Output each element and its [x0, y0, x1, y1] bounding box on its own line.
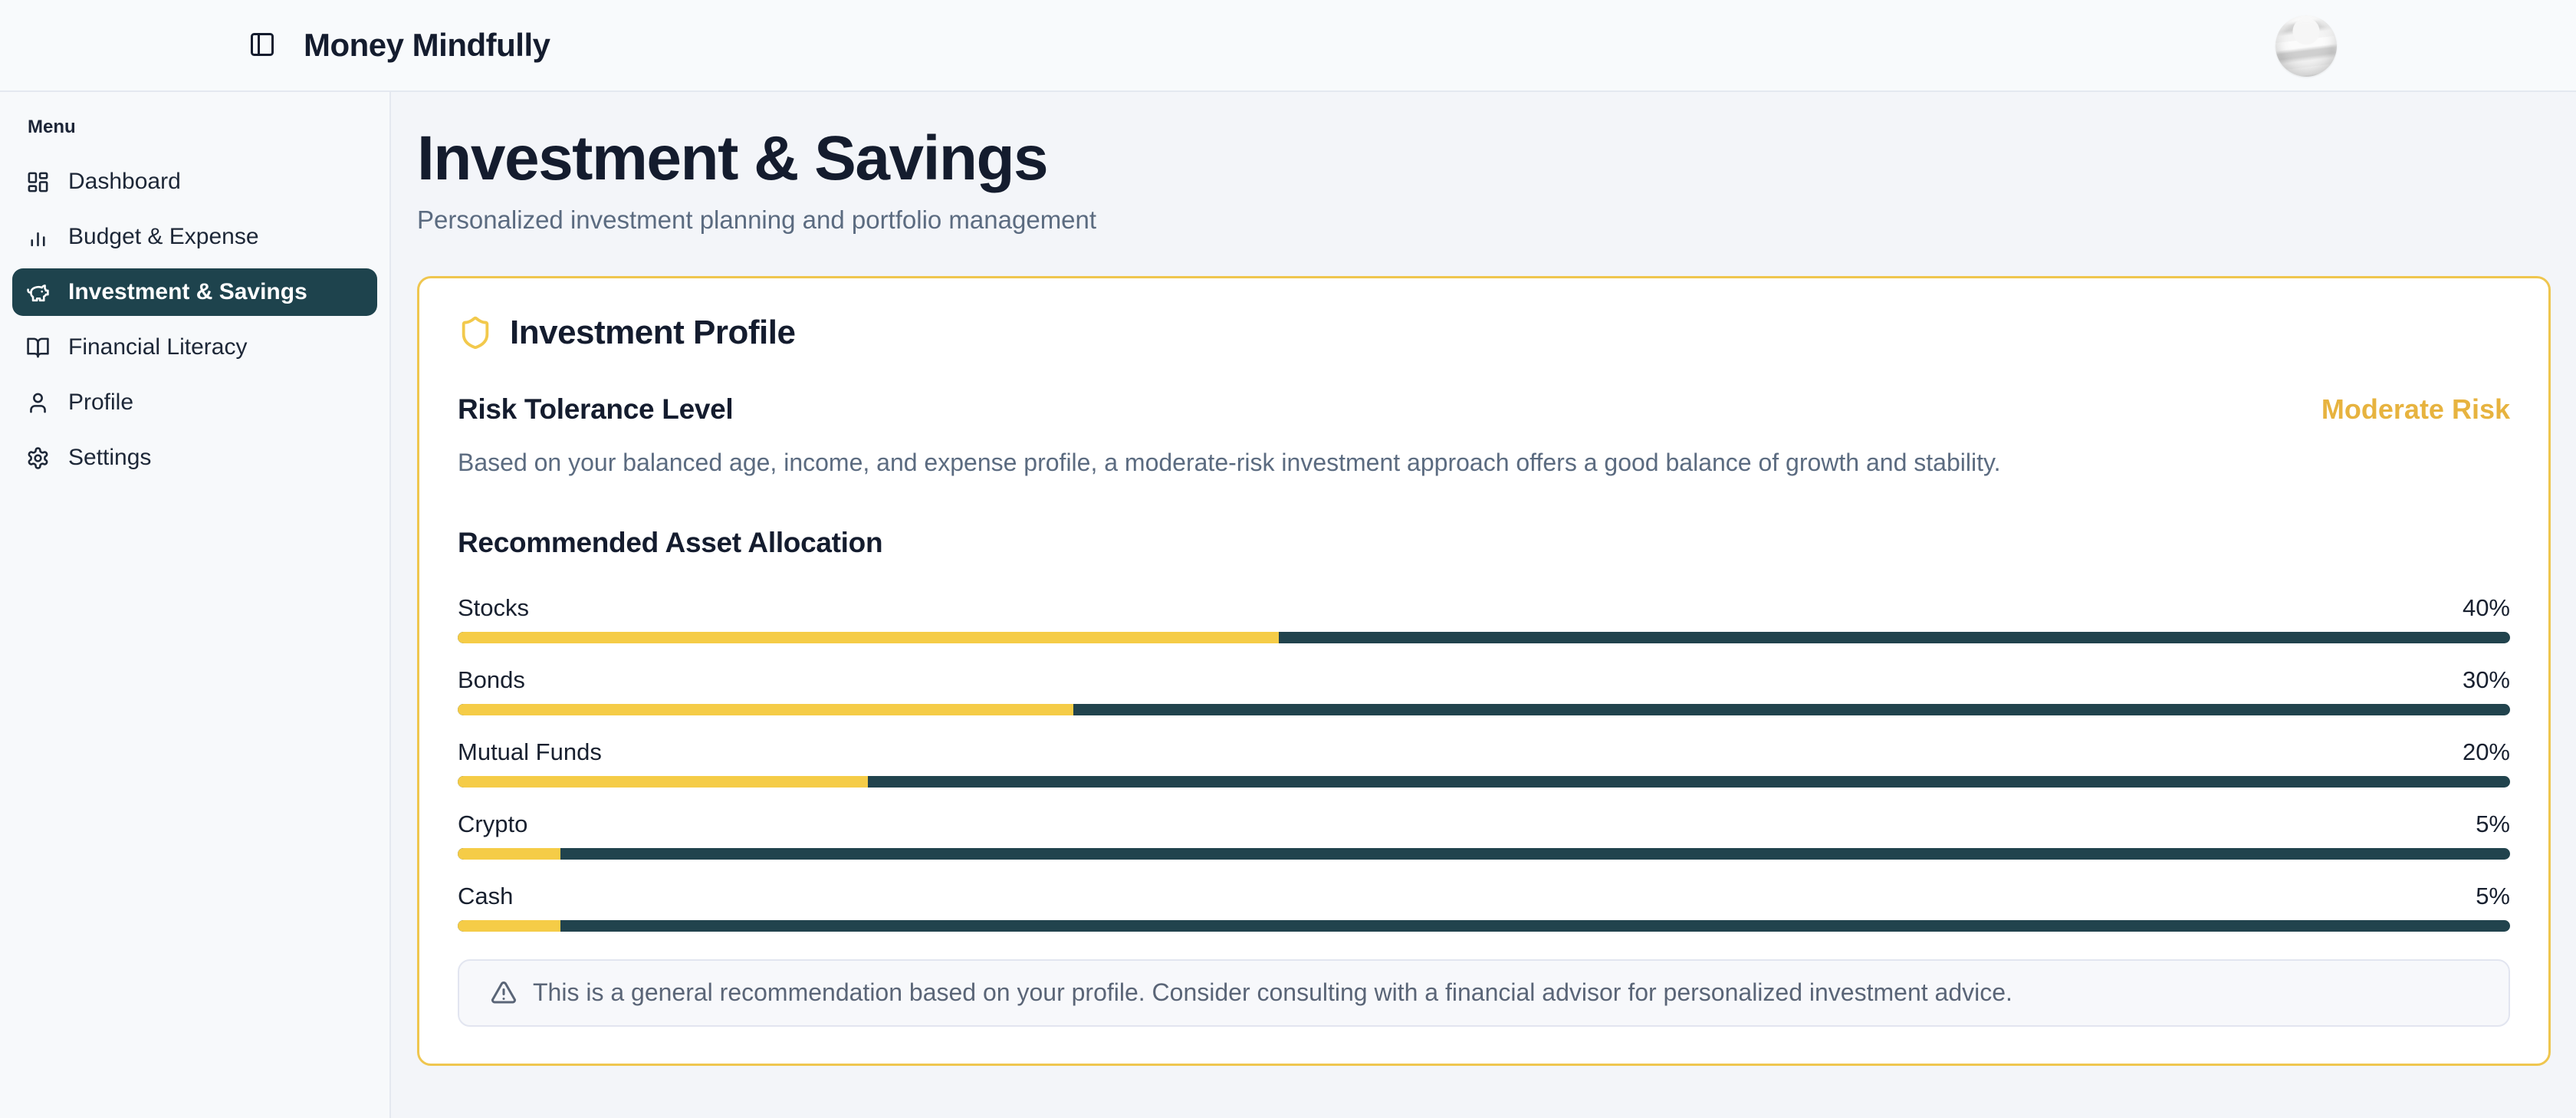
sidebar-item-label: Financial Literacy [68, 334, 248, 360]
allocation-row-mutual-funds: Mutual Funds 20% [458, 738, 2510, 788]
risk-tolerance-heading: Risk Tolerance Level [458, 393, 734, 426]
allocation-label: Cash [458, 882, 514, 909]
piggy-bank-icon [26, 281, 50, 304]
sidebar-item-dashboard[interactable]: Dashboard [12, 158, 377, 206]
dashboard-icon [26, 170, 50, 194]
page-subtitle: Personalized investment planning and por… [417, 206, 1097, 235]
allocation-bar-track [458, 703, 2510, 715]
investment-profile-card: Investment Profile Risk Tolerance Level … [417, 276, 2551, 1066]
allocation-bar-track [458, 631, 2510, 643]
allocation-percent: 40% [2462, 594, 2510, 621]
card-header: Investment Profile [458, 314, 2510, 352]
allocation-bar-track [458, 919, 2510, 932]
allocation-label: Stocks [458, 594, 530, 621]
user-icon [26, 391, 50, 415]
allocation-heading: Recommended Asset Allocation [458, 526, 883, 558]
risk-description: Based on your balanced age, income, and … [458, 449, 2001, 477]
card-title: Investment Profile [510, 314, 796, 352]
allocation-label: Mutual Funds [458, 738, 602, 765]
main-content: Investment & Savings Personalized invest… [391, 92, 2576, 1118]
allocation-percent: 5% [2476, 810, 2510, 837]
sidebar-section-label: Menu [28, 117, 76, 137]
allocation-label: Crypto [458, 810, 528, 837]
sidebar-item-label: Investment & Savings [68, 279, 307, 304]
allocation-row-cash: Cash 5% [458, 883, 2510, 932]
book-open-icon [26, 336, 50, 360]
allocation-row-crypto: Crypto 5% [458, 811, 2510, 860]
sidebar-item-investment-savings[interactable]: Investment & Savings [12, 268, 377, 316]
allocation-row-stocks: Stocks 40% [458, 594, 2510, 643]
sidebar-item-financial-literacy[interactable]: Financial Literacy [12, 324, 377, 371]
allocation-bar-fill [458, 775, 869, 788]
allocation-bar-fill [458, 631, 1279, 643]
allocation-bar-track [458, 847, 2510, 860]
sidebar: Menu Dashboard Budget & Expense Investme… [0, 92, 391, 1118]
avatar[interactable] [2275, 15, 2337, 77]
allocation-label: Bonds [458, 666, 525, 693]
sidebar-item-label: Dashboard [68, 169, 181, 194]
risk-tolerance-row: Risk Tolerance Level Moderate Risk [458, 393, 2510, 426]
allocation-row-bonds: Bonds 30% [458, 666, 2510, 715]
alert-triangle-icon [490, 979, 518, 1007]
disclaimer-text: This is a general recommendation based o… [533, 978, 2013, 1007]
allocation-bar-fill [458, 919, 560, 932]
gear-icon [26, 446, 50, 470]
allocation-percent: 5% [2476, 882, 2510, 909]
allocation-percent: 20% [2462, 738, 2510, 765]
sidebar-item-label: Profile [68, 390, 134, 415]
page-title: Investment & Savings [417, 123, 1049, 193]
sidebar-item-label: Settings [68, 445, 152, 470]
panel-left-icon [248, 31, 276, 61]
app-title: Money Mindfully [304, 27, 550, 63]
sidebar-item-budget-expense[interactable]: Budget & Expense [12, 213, 377, 261]
app-header: Money Mindfully [0, 0, 2576, 92]
allocation-bar-track [458, 775, 2510, 788]
allocation-percent: 30% [2462, 666, 2510, 693]
sidebar-item-label: Budget & Expense [68, 224, 259, 249]
allocation-bar-fill [458, 847, 560, 860]
bar-chart-icon [26, 225, 50, 249]
sidebar-item-settings[interactable]: Settings [12, 434, 377, 482]
sidebar-item-profile[interactable]: Profile [12, 379, 377, 426]
shield-icon [458, 315, 493, 350]
sidebar-toggle-button[interactable] [242, 25, 282, 65]
risk-level-badge: Moderate Risk [2321, 393, 2510, 426]
allocation-bar-fill [458, 703, 1074, 715]
disclaimer-note: This is a general recommendation based o… [458, 959, 2510, 1027]
